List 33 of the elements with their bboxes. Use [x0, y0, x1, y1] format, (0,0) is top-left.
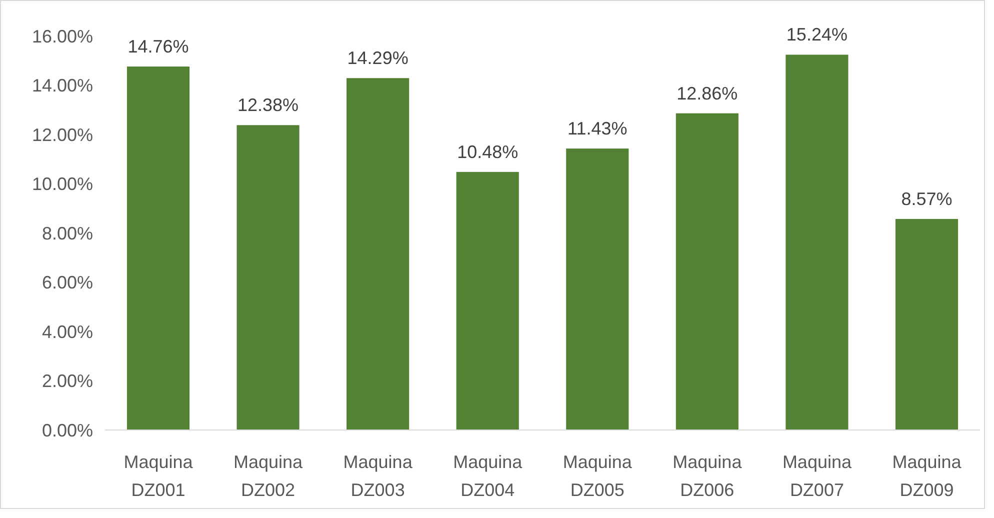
bar — [456, 172, 519, 430]
y-tick-label: 12.00% — [32, 124, 93, 145]
data-label: 14.76% — [128, 36, 189, 57]
y-tick-label: 2.00% — [42, 371, 93, 392]
bar — [895, 218, 958, 430]
x-tick-label: Maquina DZ009 — [892, 452, 962, 500]
data-label: 10.48% — [457, 142, 518, 162]
bar — [566, 148, 629, 430]
bar — [126, 66, 190, 430]
x-tick-label: Maquina DZ006 — [672, 452, 743, 500]
y-tick-label: 14.00% — [32, 76, 93, 96]
y-tick-label: 4.00% — [42, 322, 93, 342]
data-label: 8.57% — [901, 188, 952, 209]
y-tick-label: 0.00% — [42, 420, 93, 440]
y-tick-label: 10.00% — [32, 174, 93, 194]
x-tick-label: Maquina DZ007 — [782, 452, 852, 500]
data-label: 11.43% — [568, 118, 628, 139]
data-label: 15.24% — [786, 24, 848, 45]
x-tick-label: Maquina DZ004 — [453, 452, 524, 500]
y-tick-label: 8.00% — [42, 223, 93, 244]
bar — [786, 54, 848, 430]
y-tick-label: 16.00% — [32, 26, 93, 46]
data-label: 12.86% — [676, 83, 738, 104]
y-tick-label: 6.00% — [42, 272, 93, 293]
x-tick-label: Maquina DZ002 — [234, 452, 304, 500]
bar — [236, 125, 300, 430]
data-label: 14.29% — [347, 48, 408, 68]
x-tick-label: Maquina DZ003 — [343, 452, 414, 500]
bar — [346, 78, 410, 430]
x-tick-label: Maquina DZ001 — [124, 452, 194, 500]
bar — [676, 113, 738, 430]
data-label: 12.38% — [238, 95, 299, 116]
x-tick-label: Maquina DZ005 — [562, 452, 633, 500]
